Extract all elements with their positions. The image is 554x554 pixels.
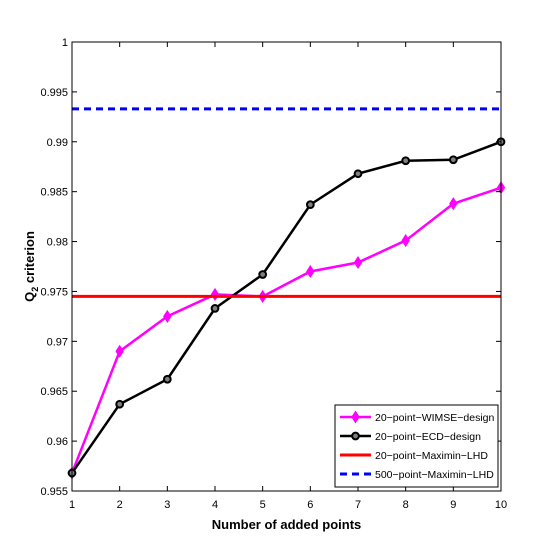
data-point [449, 197, 458, 211]
legend-label: 20−point−Maximin−LHD [375, 450, 488, 462]
data-point [306, 264, 315, 279]
data-point [401, 234, 410, 248]
y-tick-label: 0.97 [47, 336, 68, 348]
y-tick-label: 0.985 [40, 187, 68, 199]
y-axis-title-main: Q [22, 292, 37, 302]
series-20-point-wimse-design [67, 181, 506, 480]
y-axis-ticks: 0.955 0.96 0.965 0.97 0.975 0.98 0.985 0.99 0.99… [40, 37, 501, 498]
y-tick-label: 0.96 [47, 436, 68, 448]
data-point [210, 304, 220, 313]
x-tick-label: 10 [495, 499, 507, 511]
data-point [305, 200, 315, 210]
y-axis-title: Q2 criterion [22, 231, 40, 302]
legend-item: 20−point−ECD−design [340, 431, 481, 443]
y-axis-title-rest: criterion [22, 231, 37, 287]
y-tick-label: 0.995 [40, 87, 68, 99]
data-point [210, 287, 220, 301]
data-point [401, 156, 411, 166]
data-point [162, 374, 172, 384]
x-tick-label: 9 [450, 499, 456, 511]
x-tick-label: 8 [403, 499, 409, 511]
data-point [115, 344, 124, 358]
data-point [353, 255, 363, 270]
y-tick-label: 0.955 [40, 486, 68, 498]
legend-label: 500−point−Maximin−LHD [375, 469, 494, 481]
x-tick-label: 5 [260, 499, 266, 511]
y-tick-label: 0.965 [40, 386, 68, 398]
legend-item: 20−point−Maximin−LHD [340, 450, 488, 462]
series-20-point-ecd-design [67, 137, 506, 478]
legend-item: 20−point−WIMSE−design [340, 410, 495, 424]
x-axis-title: Number of added points [212, 517, 362, 532]
series-line [70, 140, 502, 474]
x-tick-label: 6 [307, 499, 313, 511]
x-tick-label: 4 [212, 499, 218, 511]
y-tick-label: 1 [62, 37, 68, 49]
y-axis-title-subscript: 2 [30, 287, 40, 292]
legend-label: 20−point−WIMSE−design [375, 412, 495, 424]
data-point [448, 155, 458, 165]
legend-label: 20−point−ECD−design [375, 431, 481, 443]
y-tick-label: 0.98 [47, 237, 68, 249]
data-point [115, 399, 125, 409]
data-point [353, 169, 363, 179]
plot-frame [71, 41, 502, 492]
legend-item: 500−point−Maximin−LHD [340, 469, 494, 481]
y-tick-label: 0.975 [40, 286, 68, 298]
data-point [163, 309, 172, 323]
x-tick-label: 2 [117, 499, 123, 511]
x-tick-label: 3 [164, 499, 170, 511]
legend-swatch-marker [351, 410, 360, 424]
series-line [70, 186, 502, 474]
legend-box [334, 404, 499, 488]
x-tick-label: 1 [69, 499, 75, 511]
data-point [258, 270, 268, 279]
legend: 20−point−WIMSE−design 20−point−ECD−design… [334, 404, 499, 488]
x-tick-label: 7 [355, 499, 361, 511]
x-axis-ticks: 1 2 3 4 5 6 7 8 9 10 [69, 42, 507, 511]
legend-swatch-marker [351, 431, 360, 441]
y-tick-label: 0.99 [47, 137, 68, 149]
chart-marks [67, 107, 506, 480]
